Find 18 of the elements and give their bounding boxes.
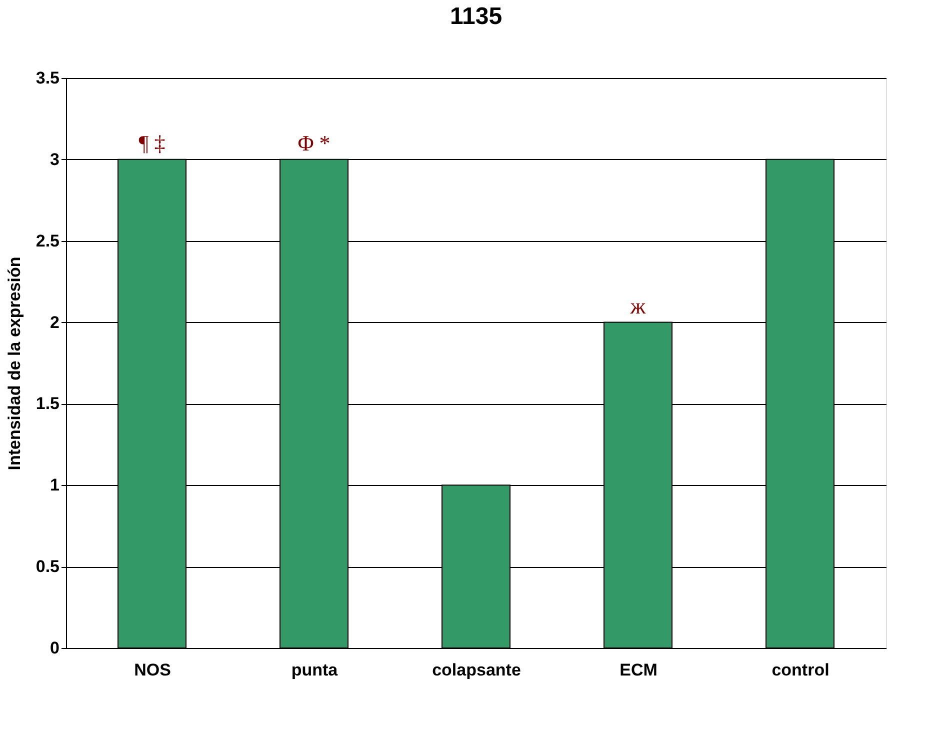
y-tick-label: 3	[50, 150, 60, 169]
y-tick-label: 1	[50, 476, 60, 495]
y-tick-label: 1.5	[36, 394, 60, 414]
x-tick-label: punta	[291, 660, 338, 680]
y-tick-label: 0	[50, 638, 60, 658]
y-tick-label: 2	[50, 312, 60, 332]
x-tick-label: control	[772, 660, 830, 680]
annotation: ж	[629, 293, 646, 318]
y-tick-label: 2.5	[36, 231, 60, 250]
x-tick-label: colapsante	[432, 660, 521, 680]
x-tick-label: NOS	[134, 660, 171, 680]
y-tick-label: 3.5	[36, 68, 60, 88]
annotation: ¶ ‡	[138, 130, 166, 156]
x-tick-label: ECM	[620, 660, 658, 680]
y-axis-title: Intensidad de la expresión	[4, 256, 24, 470]
annotation: Φ *	[298, 130, 330, 156]
y-tick-label: 0.5	[36, 557, 60, 576]
chart-title: 1135	[450, 3, 502, 30]
